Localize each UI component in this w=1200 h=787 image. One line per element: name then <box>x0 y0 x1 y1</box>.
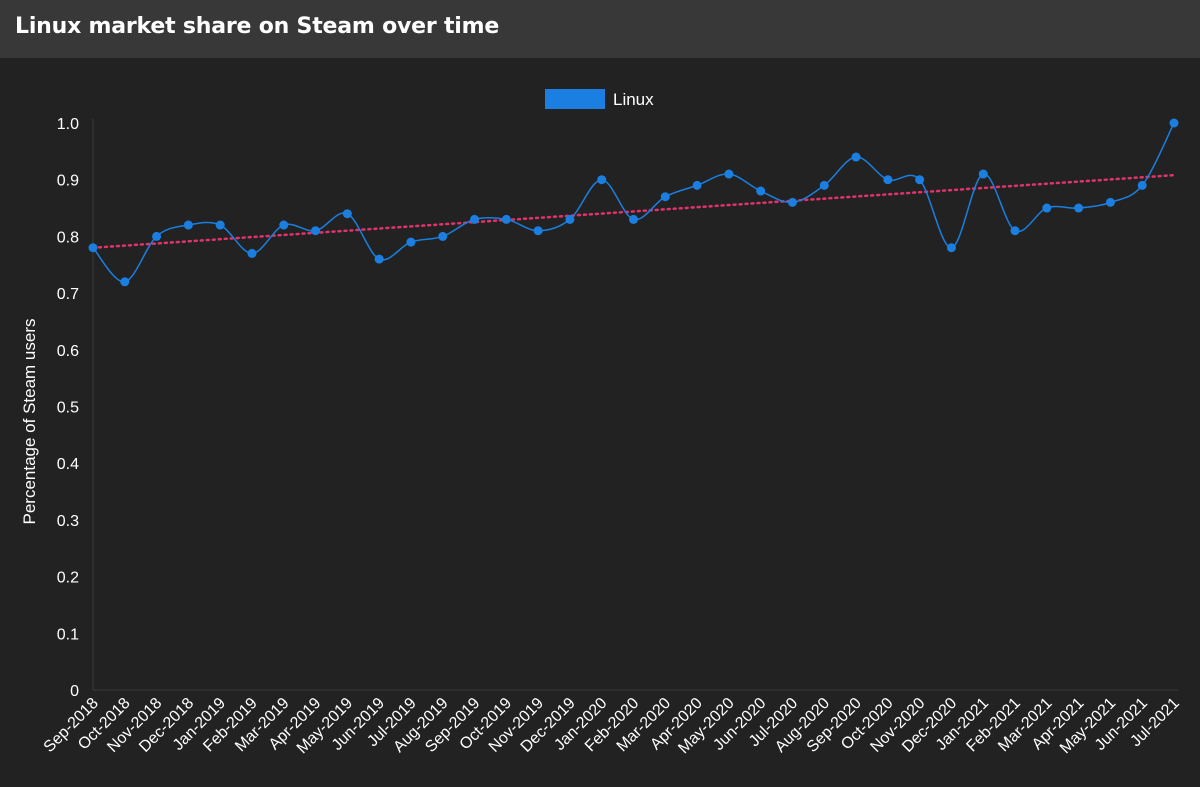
data-point-linux <box>501 214 511 224</box>
data-point-linux <box>756 186 766 196</box>
legend-label-linux: Linux <box>613 90 654 109</box>
data-point-linux <box>470 214 480 224</box>
data-point-linux <box>1169 118 1179 128</box>
data-point-linux <box>1010 226 1020 236</box>
data-point-linux <box>88 243 98 253</box>
data-point-linux <box>565 214 575 224</box>
line-chart: 00.10.20.30.40.50.60.70.80.91.0Sep-2018O… <box>20 89 1183 757</box>
trendline <box>91 173 1176 249</box>
legend: Linux <box>545 89 654 109</box>
data-point-linux <box>660 192 670 202</box>
data-point-linux <box>883 175 893 185</box>
axes: 00.10.20.30.40.50.60.70.80.91.0Sep-2018O… <box>41 116 1183 757</box>
data-point-linux <box>978 169 988 179</box>
data-point-linux <box>851 152 861 162</box>
data-point-linux <box>1074 203 1084 213</box>
y-tick-label: 1.0 <box>57 116 79 133</box>
y-tick-label: 0.8 <box>57 229 79 246</box>
series-linux <box>88 118 1179 287</box>
data-point-linux <box>692 180 702 190</box>
data-point-linux <box>311 226 321 236</box>
data-point-linux <box>1042 203 1052 213</box>
data-point-linux <box>597 175 607 185</box>
trendline-line <box>91 173 1176 249</box>
y-axis-title: Percentage of Steam users <box>20 318 39 524</box>
data-point-linux <box>279 220 289 230</box>
data-point-linux <box>183 220 193 230</box>
y-tick-label: 0.9 <box>57 173 79 190</box>
data-point-linux <box>533 226 543 236</box>
y-tick-label: 0.7 <box>57 286 79 303</box>
title-bar: Linux market share on Steam over time <box>0 0 1200 58</box>
data-point-linux <box>787 197 797 207</box>
data-point-linux <box>247 248 257 258</box>
data-point-linux <box>438 231 448 241</box>
data-point-linux <box>1137 180 1147 190</box>
data-point-linux <box>1105 197 1115 207</box>
y-tick-label: 0 <box>70 683 79 700</box>
y-tick-label: 0.1 <box>57 626 79 643</box>
data-point-linux <box>152 231 162 241</box>
series-line-linux <box>92 122 1175 283</box>
data-point-linux <box>819 180 829 190</box>
y-tick-label: 0.2 <box>57 570 79 587</box>
y-tick-label: 0.5 <box>57 400 79 417</box>
data-point-linux <box>915 175 925 185</box>
data-point-linux <box>215 220 225 230</box>
data-point-linux <box>946 243 956 253</box>
data-point-linux <box>406 237 416 247</box>
data-point-linux <box>724 169 734 179</box>
data-point-linux <box>629 214 638 224</box>
legend-swatch-linux <box>545 89 605 109</box>
y-tick-label: 0.6 <box>57 343 79 360</box>
y-tick-label: 0.3 <box>57 513 79 530</box>
y-tick-label: 0.4 <box>57 456 79 473</box>
data-point-linux <box>374 254 384 264</box>
data-point-linux <box>342 209 352 219</box>
data-point-linux <box>120 277 130 287</box>
chart-title: Linux market share on Steam over time <box>15 14 500 39</box>
